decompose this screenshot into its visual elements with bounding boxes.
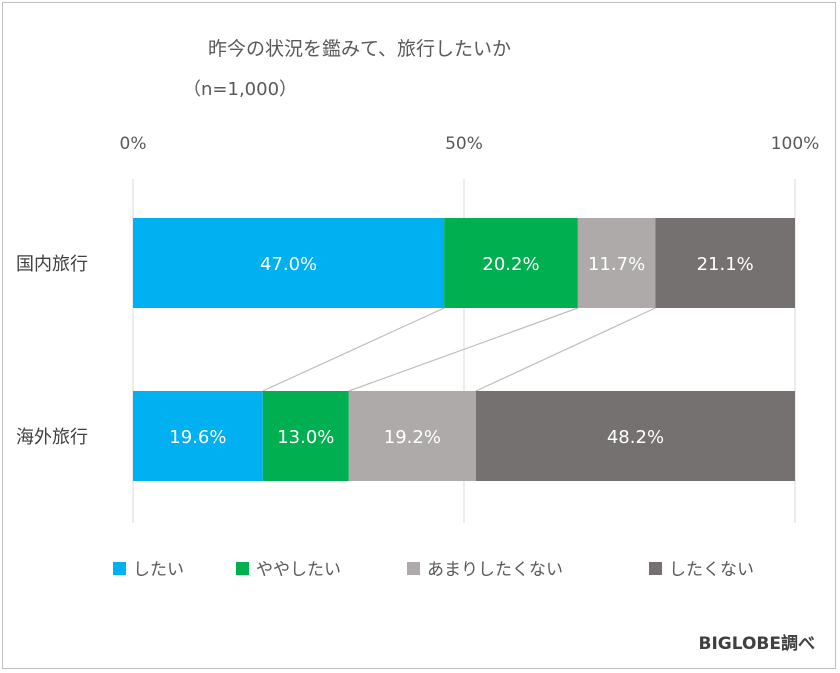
legend-swatch <box>113 562 126 575</box>
bar-segment <box>262 391 349 481</box>
data-label: 19.6% <box>169 427 226 448</box>
data-label: 11.7% <box>588 254 645 275</box>
x-tick-label: 0% <box>120 134 147 154</box>
legend-swatch <box>236 562 249 575</box>
bar-segment <box>655 218 795 308</box>
series-line <box>262 307 445 392</box>
legend-swatch <box>407 562 420 575</box>
chart-title: 昨今の状況を鑑みて、旅行したいか <box>208 38 511 60</box>
data-label: 13.0% <box>277 427 334 448</box>
data-label: 20.2% <box>482 254 539 275</box>
bar-segment <box>577 218 656 308</box>
data-label: 47.0% <box>260 254 317 275</box>
data-label: 19.2% <box>384 427 441 448</box>
category-label: 海外旅行 <box>16 427 88 448</box>
data-label: 21.1% <box>697 254 754 275</box>
bar-segment <box>133 218 445 308</box>
legend: したい ややしたい あまりしたくない したくない <box>113 560 754 580</box>
x-axis-ticks: 0% 50% 100% <box>120 134 820 154</box>
legend-swatch <box>649 562 662 575</box>
legend-label: したくない <box>669 560 754 580</box>
legend-label: あまりしたくない <box>427 560 563 580</box>
series-lines <box>262 307 656 392</box>
series-line <box>348 307 579 392</box>
data-label: 48.2% <box>607 427 664 448</box>
source-credit: BIGLOBE調べ <box>699 633 816 654</box>
bar-segment <box>133 391 263 481</box>
bars: 47.0% 20.2% 11.7% 21.1% 19.6% 13.0% 19.2% 48.2% <box>133 218 795 481</box>
category-label: 国内旅行 <box>16 254 88 275</box>
x-tick-label: 100% <box>771 134 820 154</box>
legend-label: したい <box>133 560 184 580</box>
bar-segment <box>475 391 795 481</box>
x-tick-label: 50% <box>445 134 483 154</box>
bar-segment <box>444 218 578 308</box>
chart-subtitle: （n=1,000） <box>183 79 297 100</box>
chart: 昨今の状況を鑑みて、旅行したいか （n=1,000） 0% 50% 100% 47.… <box>16 38 820 654</box>
series-line <box>475 307 656 392</box>
legend-label: ややしたい <box>256 560 341 580</box>
bar-segment <box>348 391 476 481</box>
